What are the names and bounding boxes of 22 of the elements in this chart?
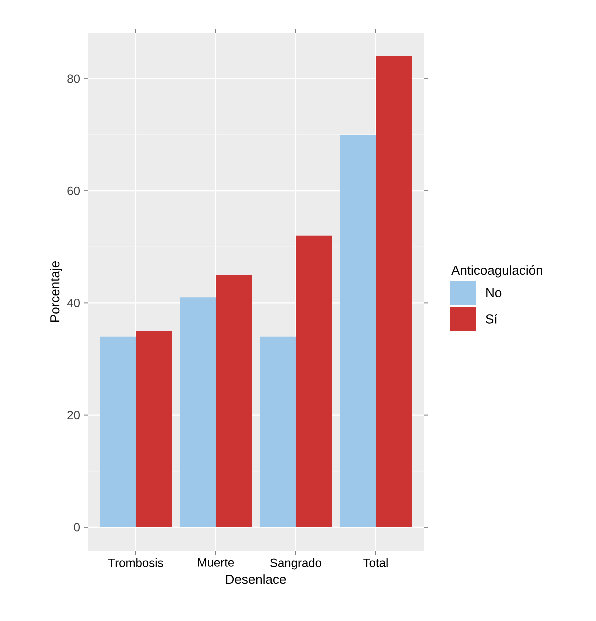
x-axis-title: Desenlace bbox=[226, 574, 286, 584]
y-tick-label: 80 bbox=[68, 74, 80, 84]
legend-label: No bbox=[486, 288, 502, 298]
legend-label: Sí bbox=[486, 314, 498, 324]
x-tick-label: Trombosis bbox=[108, 558, 164, 568]
legend-title: Anticoagulación bbox=[452, 265, 542, 278]
bar bbox=[180, 298, 216, 528]
x-tick-label: Total bbox=[364, 558, 388, 568]
bar bbox=[100, 336, 136, 528]
y-tick-label: 0 bbox=[74, 523, 80, 532]
bar bbox=[136, 331, 172, 528]
y-axis-title: Porcentaje bbox=[50, 262, 62, 322]
bar bbox=[340, 135, 376, 528]
x-tick-label: Muerte bbox=[198, 558, 234, 567]
bar bbox=[260, 336, 296, 528]
bar bbox=[296, 236, 332, 528]
y-tick-label: 60 bbox=[68, 186, 80, 196]
y-tick-label: 40 bbox=[67, 298, 80, 308]
x-tick-label: Sangrado bbox=[270, 558, 322, 570]
bar bbox=[376, 56, 412, 528]
y-tick-label: 20 bbox=[68, 411, 80, 420]
bar bbox=[216, 275, 252, 528]
